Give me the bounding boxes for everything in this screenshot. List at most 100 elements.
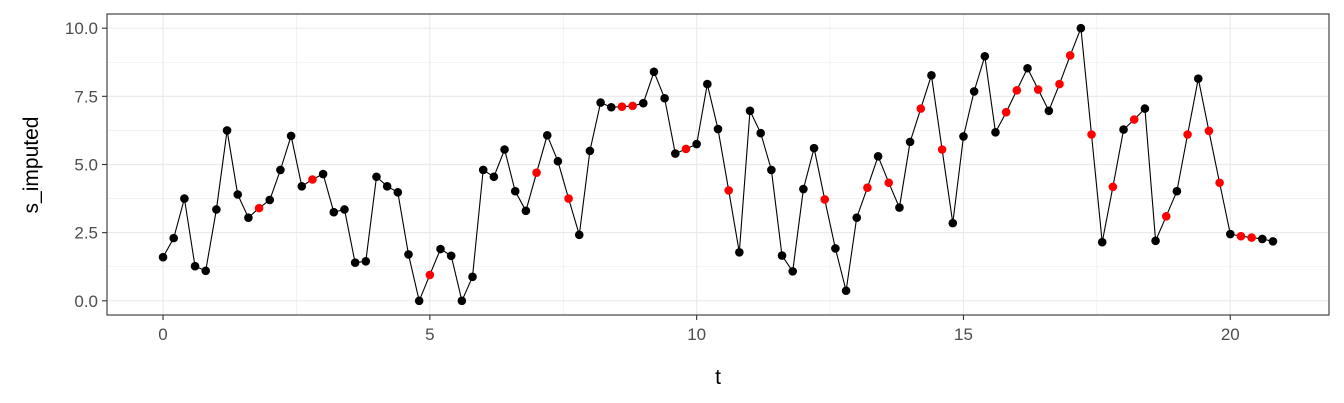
imputed-point (724, 186, 733, 195)
observed-point (574, 230, 584, 240)
observed-point (1172, 186, 1182, 196)
observed-point (350, 258, 360, 267)
observed-point (799, 184, 808, 194)
observed-point (1193, 74, 1203, 83)
imputed-point (1161, 212, 1171, 221)
imputed-point (1183, 130, 1192, 139)
imputed-point (1012, 86, 1022, 95)
imputed-point (937, 145, 947, 154)
observed-point (553, 156, 563, 166)
observed-point (222, 126, 232, 135)
imputed-point (820, 195, 830, 204)
imputed-point (1065, 51, 1075, 60)
observed-point (969, 87, 979, 96)
observed-point (788, 267, 798, 276)
observed-point (468, 272, 477, 282)
imputed-point (1247, 233, 1256, 242)
observed-point (297, 182, 307, 191)
observed-point (382, 182, 392, 191)
observed-point (831, 244, 840, 253)
observed-point (190, 261, 200, 271)
x-tick-label: 10 (687, 325, 706, 344)
observed-point (606, 102, 616, 112)
points (158, 23, 1278, 306)
observed-point (329, 207, 339, 217)
y-axis-title: s_imputed (20, 117, 43, 214)
observed-point (404, 250, 413, 259)
observed-point (713, 124, 723, 134)
observed-point (393, 188, 403, 197)
observed-point (1023, 63, 1032, 73)
observed-point (201, 266, 211, 276)
observed-point (852, 213, 862, 222)
observed-point (756, 128, 765, 138)
observed-point (1076, 23, 1086, 33)
observed-point (585, 146, 595, 156)
observed-point (521, 206, 531, 216)
observed-point (959, 132, 968, 141)
y-tick-label: 5.0 (74, 156, 98, 175)
imputed-point (884, 178, 894, 188)
x-tick-label: 5 (425, 325, 434, 344)
observed-point (1119, 125, 1128, 134)
observed-point (735, 247, 744, 257)
observed-point (500, 145, 509, 154)
observed-point (286, 131, 296, 141)
y-tick-label: 10.0 (65, 19, 98, 38)
grid (107, 14, 1329, 315)
observed-point (318, 169, 328, 179)
imputed-point (681, 144, 691, 154)
observed-point (1151, 236, 1160, 246)
observed-point (638, 98, 648, 108)
observed-point (361, 256, 371, 266)
y-axis: 0.0 2.5 5.0 7.5 10.0 (65, 19, 107, 311)
observed-point (244, 213, 253, 222)
imputed-point (254, 203, 264, 213)
observed-point (478, 165, 488, 175)
observed-point (414, 296, 424, 306)
observed-point (489, 172, 499, 182)
observed-point (436, 244, 445, 254)
observed-point (446, 251, 456, 261)
imputed-point (628, 101, 637, 111)
observed-point (1257, 234, 1267, 244)
imputed-point (863, 183, 872, 192)
imputed-point (564, 194, 573, 203)
observed-point (991, 128, 1000, 137)
observed-point (542, 131, 552, 140)
observed-point (457, 296, 467, 306)
observed-point (1225, 229, 1235, 239)
observed-point (703, 79, 712, 89)
observed-point (1097, 237, 1107, 247)
observed-point (276, 165, 285, 175)
observed-point (1140, 104, 1150, 113)
observed-point (745, 106, 755, 116)
observed-point (895, 203, 904, 212)
observed-point (372, 172, 381, 182)
imputed-point (425, 270, 435, 280)
observed-point (767, 165, 776, 175)
imputed-point (1215, 178, 1224, 188)
observed-point (671, 149, 680, 158)
observed-point (649, 67, 659, 77)
observed-point (340, 205, 349, 214)
imputed-point (1087, 130, 1096, 139)
x-tick-label: 20 (1221, 325, 1240, 344)
imputed-point (532, 168, 541, 177)
observed-point (510, 186, 520, 196)
imputed-point (308, 175, 317, 184)
observed-point (1268, 237, 1278, 246)
observed-point (980, 51, 990, 61)
imputed-point (1055, 79, 1064, 89)
imputed-point (1204, 126, 1214, 136)
observed-point (265, 195, 275, 205)
imputed-point (617, 102, 627, 111)
observed-point (660, 93, 669, 103)
y-tick-label: 0.0 (74, 292, 98, 311)
x-tick-label: 0 (158, 325, 167, 344)
imputed-point (1033, 85, 1043, 94)
observed-point (169, 233, 179, 243)
y-tick-label: 2.5 (74, 224, 98, 243)
x-axis: 0 5 10 15 20 (158, 315, 1240, 344)
